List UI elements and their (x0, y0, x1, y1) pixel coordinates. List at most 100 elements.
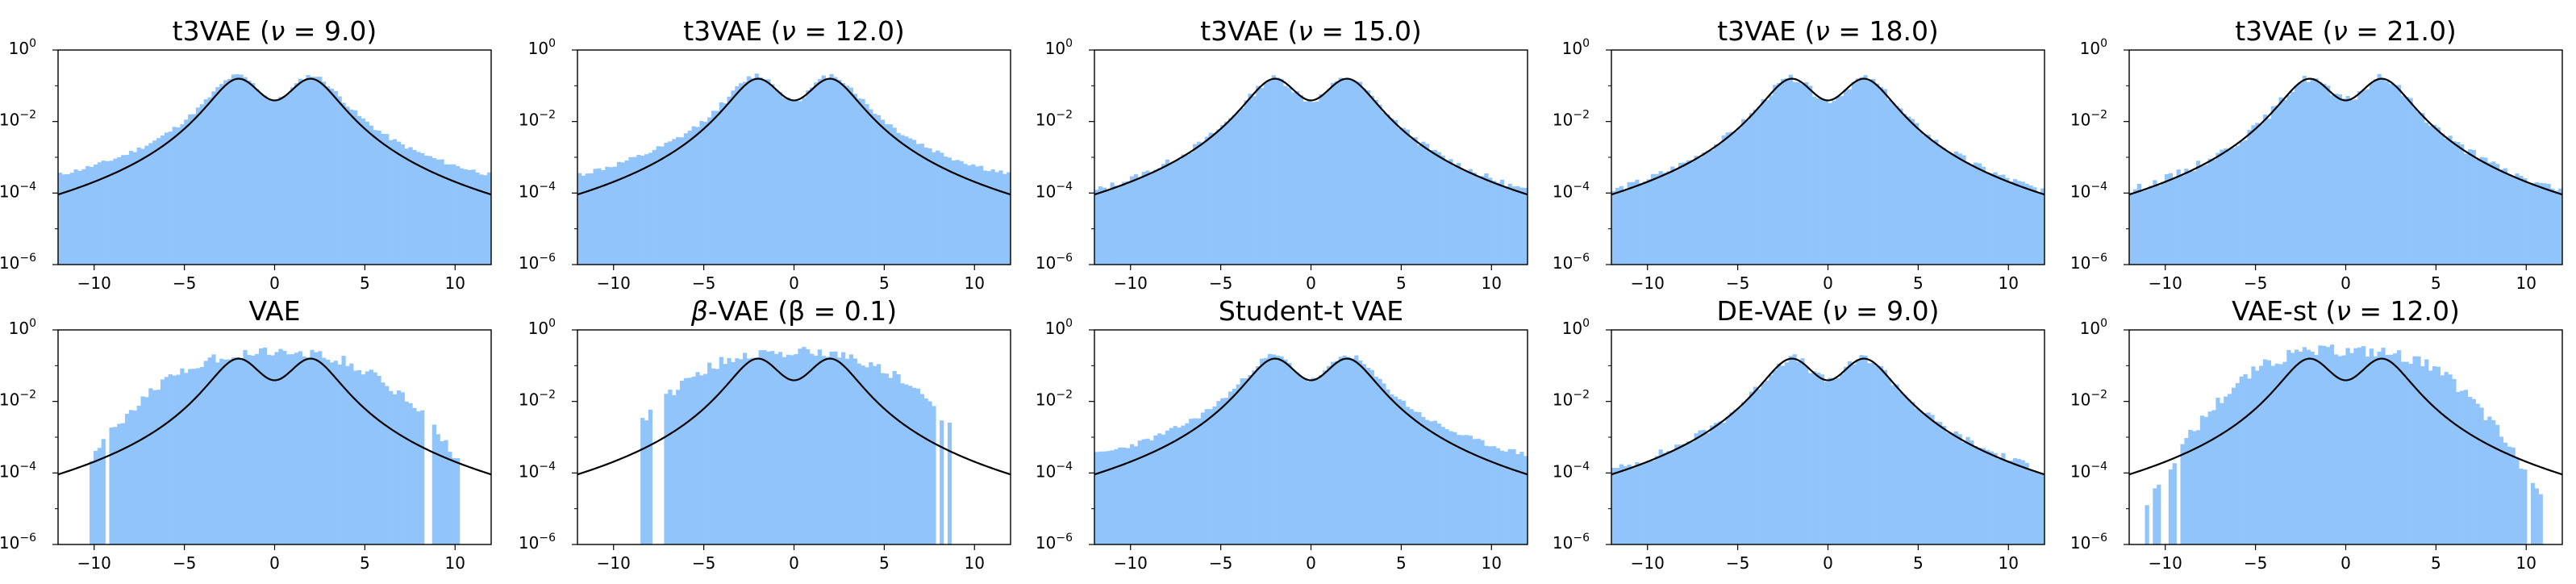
histogram-bar (235, 357, 240, 544)
histogram-bar (1323, 93, 1328, 265)
histogram-bar (1106, 189, 1111, 265)
histogram-bar (1863, 355, 1868, 544)
histogram-bar (1945, 151, 1951, 265)
histogram-bar (1635, 179, 1640, 265)
histogram-bar (1157, 433, 1162, 544)
histogram-bar (302, 356, 306, 544)
histogram-bar (1511, 186, 1516, 265)
histogram-bar (707, 117, 712, 265)
x-tick-label: 0 (2340, 553, 2351, 573)
y-tick-label: 10−2 (1553, 109, 1590, 130)
histogram-bar (798, 348, 802, 544)
histogram-bar (109, 428, 114, 544)
histogram-bar (1970, 164, 1974, 265)
histogram-bar (357, 369, 362, 544)
histogram-bar (298, 351, 302, 544)
histogram-bar (2416, 356, 2421, 544)
histogram-bar (1965, 162, 1970, 265)
histogram-bar (211, 91, 216, 265)
histogram-bar (888, 378, 893, 544)
histogram-bar (436, 434, 440, 544)
histogram-bar (601, 169, 606, 265)
histogram-bar (1236, 111, 1240, 265)
histogram-bar (1938, 422, 1943, 544)
histogram-bar (2404, 361, 2409, 544)
y-tick-label: 10−6 (2070, 252, 2107, 273)
histogram-bar (381, 382, 386, 544)
histogram-bar (817, 78, 822, 265)
histogram-bar (345, 106, 350, 265)
x-tick-label: −10 (1631, 553, 1665, 573)
histogram-bar (597, 168, 602, 265)
histogram-bar (1208, 132, 1213, 265)
histogram-bar (270, 100, 275, 265)
histogram-bar (2546, 183, 2551, 265)
histogram-bar (1118, 186, 1123, 265)
histogram-bar (2270, 365, 2275, 544)
histogram-bar (1256, 365, 1261, 544)
histogram-bar (911, 387, 917, 544)
histogram-bar (1623, 466, 1628, 544)
histogram-bar (2534, 181, 2540, 265)
histogram-bar (219, 84, 224, 265)
histogram-bar (1110, 182, 1115, 265)
histogram-bar (1161, 434, 1166, 544)
y-tick-label: 10−6 (0, 532, 36, 553)
histogram-bar (1149, 440, 1154, 544)
histogram-bar (2255, 123, 2260, 265)
histogram-bar (1844, 90, 1849, 265)
histogram-bar (735, 86, 740, 265)
histogram-bar (2215, 152, 2220, 265)
histogram-bar (2365, 89, 2370, 265)
histogram-bar (1413, 411, 1418, 544)
histogram-bar (825, 78, 830, 265)
histogram-bar (1662, 453, 1667, 544)
histogram-bar (1706, 150, 1711, 265)
histogram-bar (97, 162, 102, 265)
density-curve (577, 357, 1011, 476)
histogram-bar (1894, 106, 1899, 265)
histogram-bar (2314, 355, 2319, 544)
histogram-bar (2164, 174, 2170, 265)
histogram-bar (117, 423, 122, 544)
histogram-bar (2523, 177, 2528, 265)
histogram-bar (1307, 99, 1311, 265)
histogram-bar (1499, 179, 1505, 265)
histogram-bar (1792, 81, 1797, 265)
histogram-bar (648, 409, 653, 544)
histogram-bar (1749, 113, 1754, 265)
histogram-bar (369, 125, 373, 265)
y-tick-label: 10−4 (2070, 460, 2107, 481)
histogram-bar (707, 362, 712, 544)
histogram-bar (1453, 432, 1457, 544)
histogram-bar (1484, 173, 1489, 265)
chart-title: VAE (249, 295, 301, 327)
histogram-bar (2393, 85, 2398, 265)
histogram-bar (616, 161, 621, 265)
x-tick-label: 10 (1999, 553, 2019, 573)
histogram-bar (1907, 399, 1911, 544)
histogram-bar (2349, 100, 2354, 265)
histogram-bar (915, 144, 921, 265)
histogram-bar (2329, 344, 2335, 544)
histogram-bar (2235, 145, 2240, 265)
histogram-bar (770, 84, 775, 265)
histogram-bar (2503, 442, 2507, 544)
x-tick-label: 0 (269, 553, 280, 573)
histogram-bar (172, 375, 177, 544)
histogram-bar (452, 164, 456, 265)
chart-panel-6: −10 −5 0 5 10 100 10−2 10−4 10−6 VAE (0, 295, 492, 573)
histogram-bar (1386, 389, 1390, 544)
histogram-bar (2302, 75, 2307, 265)
y-tick-label: 10−6 (1553, 532, 1590, 553)
histogram-bar (2168, 469, 2173, 544)
histogram-bar (337, 364, 342, 544)
histogram-bar (1346, 79, 1351, 265)
histogram-bar (188, 114, 193, 265)
histogram-bar (1461, 435, 1465, 544)
histogram-bar (1903, 394, 1907, 544)
chart-panel-7: −10 −5 0 5 10 100 10−2 10−4 10−6 β-VAE (β = 0.1) (519, 295, 1011, 573)
histogram-bar (2274, 363, 2279, 544)
histogram-bar (1796, 82, 1801, 265)
histogram-bar (1409, 409, 1414, 544)
